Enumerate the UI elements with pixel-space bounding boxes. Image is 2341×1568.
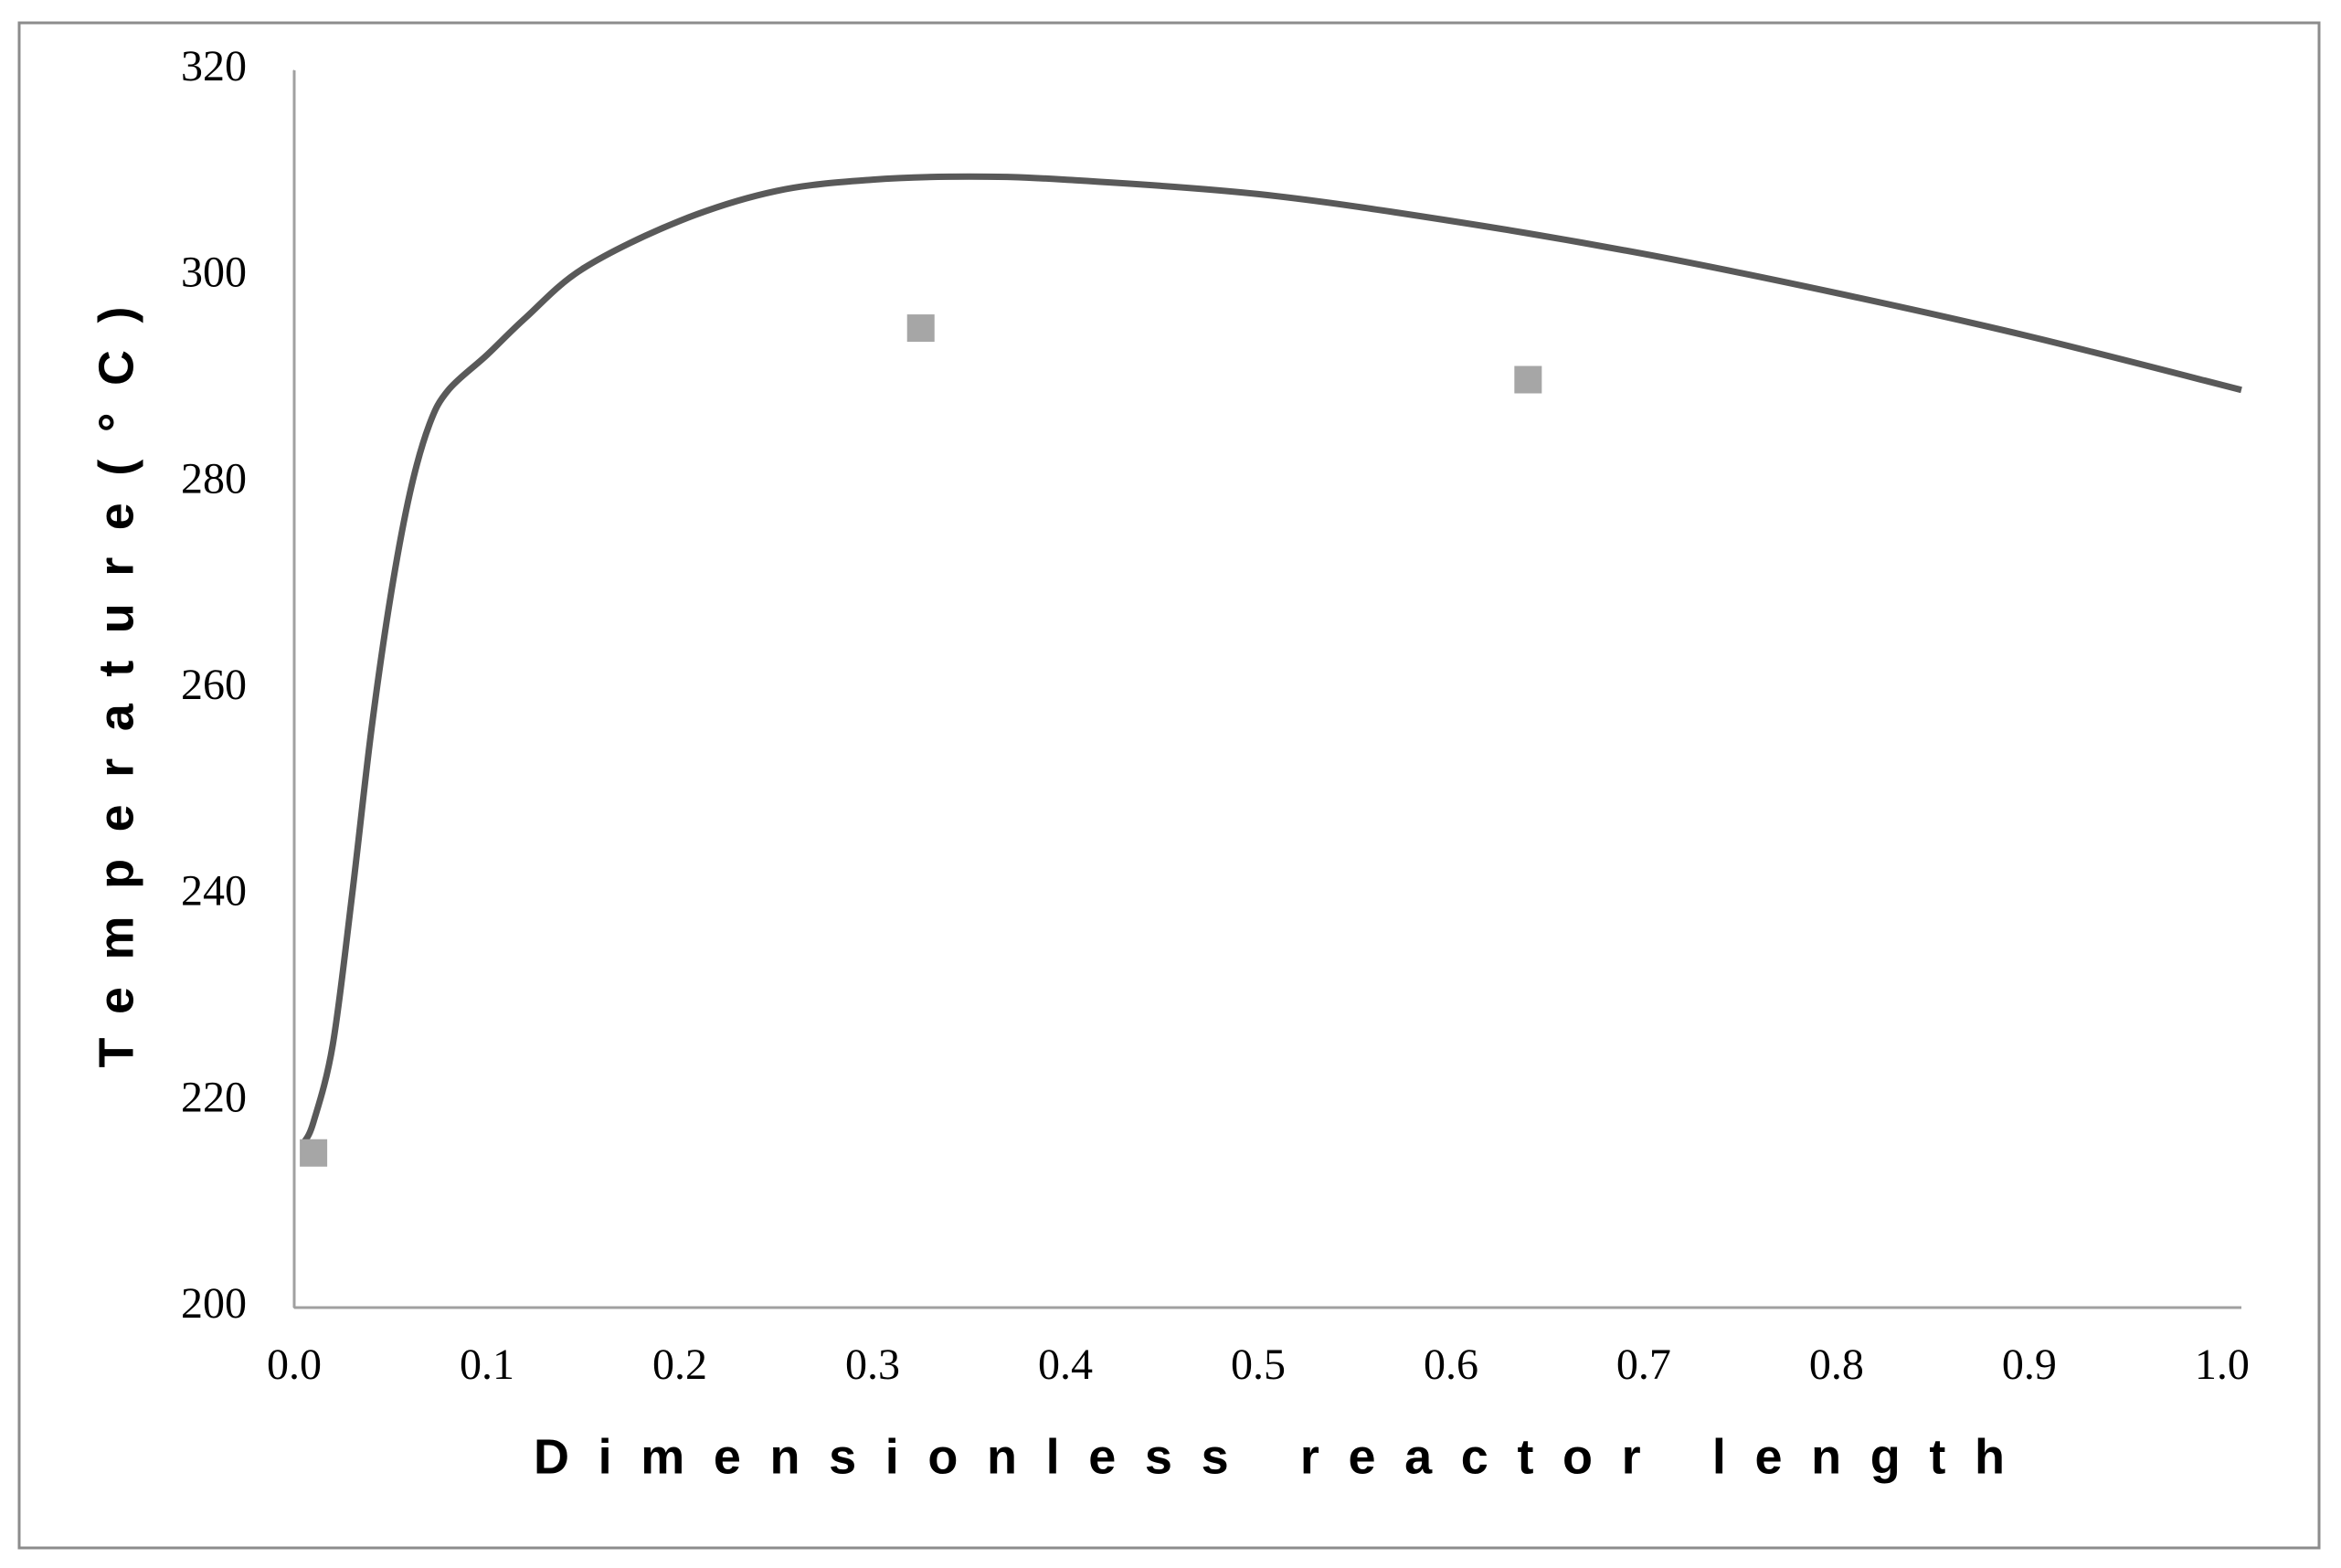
x-tick-label: 0.3 bbox=[845, 1340, 900, 1389]
x-tick-label: 0.0 bbox=[267, 1340, 322, 1389]
y-tick-label: 220 bbox=[181, 1073, 247, 1121]
chart-frame bbox=[17, 21, 2321, 1550]
x-tick-label: 1.0 bbox=[2195, 1340, 2250, 1389]
x-tick-label: 0.9 bbox=[2002, 1340, 2057, 1389]
x-tick-label: 0.4 bbox=[1038, 1340, 1093, 1389]
scatter-point bbox=[1514, 366, 1542, 394]
y-tick-label: 300 bbox=[181, 249, 247, 297]
scatter-point bbox=[906, 314, 935, 343]
x-tick-label: 0.1 bbox=[460, 1340, 514, 1389]
x-tick-label: 0.6 bbox=[1424, 1340, 1478, 1389]
y-tick-label: 240 bbox=[181, 867, 247, 916]
y-tick-label: 280 bbox=[181, 454, 247, 503]
y-tick-label: 200 bbox=[181, 1279, 247, 1328]
line-series bbox=[301, 173, 2242, 1145]
y-tick-label: 320 bbox=[181, 42, 247, 90]
x-tick-label: 0.8 bbox=[1809, 1340, 1864, 1389]
x-tick-label: 0.2 bbox=[652, 1340, 707, 1389]
x-axis-title: Dimensionless reactor length bbox=[534, 1429, 2005, 1484]
y-tick-label: 260 bbox=[181, 661, 247, 709]
x-tick-label: 0.7 bbox=[1616, 1340, 1671, 1389]
x-tick-label: 0.5 bbox=[1231, 1340, 1286, 1389]
scatter-point bbox=[300, 1139, 328, 1167]
